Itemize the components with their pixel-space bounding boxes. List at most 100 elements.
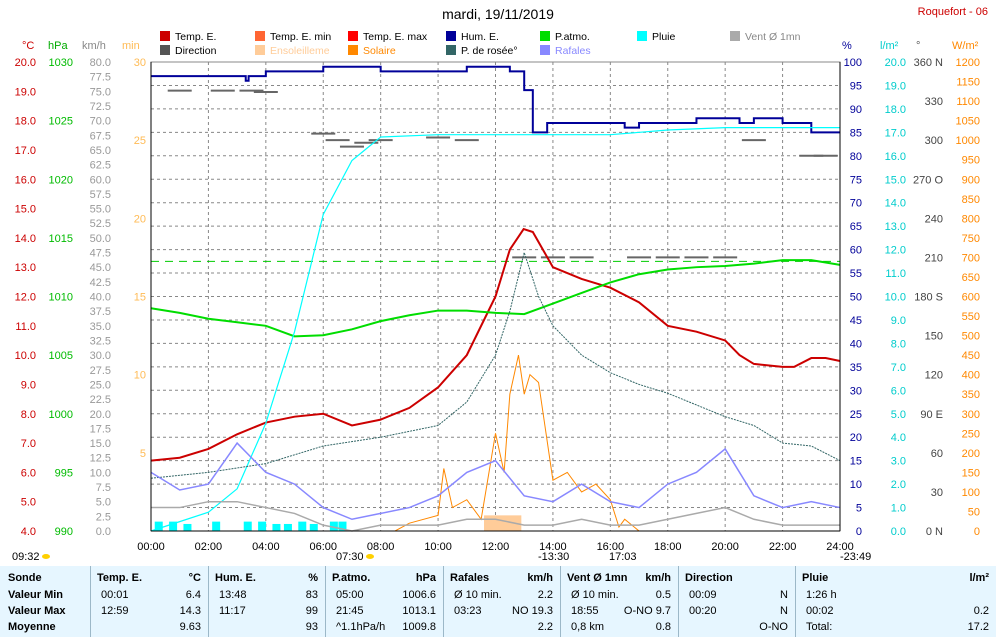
temp-tick: 19.0 (15, 86, 36, 98)
rain-tick: 6.0 (891, 385, 906, 397)
stats-section: Rafales km/h Ø 10 min. 2.2 03:23 NO 19.3 2.2 (443, 566, 561, 637)
rain-tick: 7.0 (891, 362, 906, 374)
dir-tick: 180 S (914, 292, 943, 304)
sun-tick: 10 (134, 370, 146, 382)
x-tick: 22:00 (769, 541, 797, 553)
legend-label: Hum. E. (461, 31, 499, 43)
stats-cell: 00:01 (101, 589, 129, 601)
legend-swatch (160, 45, 170, 55)
wind-tick: 37.5 (90, 306, 111, 318)
solar-tick: 500 (962, 331, 980, 343)
rain-bar (258, 521, 267, 531)
hum-tick: 55 (850, 268, 862, 280)
legend-item: P. de rosée° (446, 45, 518, 57)
legend-label: Direction (175, 45, 217, 57)
solar-tick: 350 (962, 389, 980, 401)
solar-tick: 850 (962, 194, 980, 206)
rain-tick: 4.0 (891, 432, 906, 444)
dir-tick: 360 N (914, 57, 943, 69)
stats-cell: km/h (645, 572, 671, 584)
wind-tick: 30.0 (90, 350, 111, 362)
stats-cell: 1:26 h (806, 589, 837, 601)
time-mark-left: 09:32 (12, 551, 50, 563)
rain-tick: 0.0 (891, 526, 906, 538)
hum-tick: 40 (850, 338, 862, 350)
stats-cell: % (308, 572, 318, 584)
series-hum-e- (151, 65, 840, 134)
unit-temp: °C (22, 40, 35, 52)
legend-label: Temp. E. (175, 31, 217, 43)
legend-item: Direction (160, 45, 216, 57)
wind-tick: 0.0 (96, 526, 111, 538)
x-tick: 02:00 (195, 541, 223, 553)
stats-cell: Ø 10 min. (454, 589, 502, 601)
stats-cell: 9.63 (179, 621, 201, 633)
temp-tick: 8.0 (21, 409, 36, 421)
sun-tick: 5 (140, 448, 146, 460)
sun-tick: 25 (134, 135, 146, 147)
stats-cell: Pluie (802, 572, 829, 584)
legend-swatch (446, 31, 456, 41)
stats-cell: 11:17 (219, 605, 246, 617)
row-label-sonde: Sonde (8, 572, 42, 584)
series-rafales (150, 441, 841, 521)
hum-tick: 35 (850, 362, 862, 374)
solar-tick: 750 (962, 233, 980, 245)
rain-tick: 19.0 (885, 80, 906, 92)
stats-cell: 05:00 (336, 589, 364, 601)
wind-tick: 27.5 (90, 365, 111, 377)
rain-tick: 8.0 (891, 338, 906, 350)
legend-item: Vent Ø 1mn (730, 31, 800, 43)
wind-tick: 52.5 (90, 218, 111, 230)
legend-label: Solaire (363, 45, 396, 57)
unit-wind: km/h (82, 40, 106, 52)
stats-cell: Temp. E. (97, 572, 143, 584)
solar-tick: 1000 (956, 135, 980, 147)
wind-tick: 75.0 (90, 86, 111, 98)
hum-tick: 95 (850, 80, 862, 92)
dir-tick: 90 E (920, 409, 943, 421)
wind-tick: 65.0 (90, 145, 111, 157)
time-mark-noon: -13:30 (538, 551, 570, 563)
hum-tick: 85 (850, 127, 862, 139)
stats-cell: 99 (305, 605, 318, 617)
press-tick: 1030 (49, 57, 73, 69)
legend-item: Solaire (348, 45, 396, 57)
rain-tick: 2.0 (891, 479, 906, 491)
legend-swatch (255, 45, 265, 55)
x-tick: 04:00 (252, 541, 280, 553)
chart-title: mardi, 19/11/2019 (442, 6, 554, 22)
x-tick: 24:00 (826, 541, 854, 553)
temp-tick: 13.0 (15, 262, 36, 274)
legend-item: Temp. E. max (348, 31, 427, 43)
wind-tick: 2.5 (96, 511, 111, 523)
solar-tick: 400 (962, 370, 980, 382)
legend-swatch (730, 31, 740, 41)
rain-bar (329, 521, 338, 531)
wind-tick: 45.0 (90, 262, 111, 274)
stats-cell: 00:20 (689, 605, 717, 617)
legend-swatch (637, 31, 647, 41)
temp-tick: 9.0 (21, 379, 36, 391)
temp-tick: 5.0 (21, 497, 36, 509)
stats-section: Temp. E. °C 00:01 6.4 12:59 14.3 9.63 (90, 566, 209, 637)
hum-tick: 10 (850, 479, 862, 491)
dir-tick: 240 (925, 213, 943, 225)
stats-cell: 18:55 (571, 605, 599, 617)
stats-cell: 83 (305, 589, 318, 601)
rain-tick: 1.0 (891, 503, 906, 515)
solar-tick: 450 (962, 350, 980, 362)
wind-tick: 50.0 (90, 233, 111, 245)
dir-tick: 210 (925, 252, 943, 264)
legend-item: Pluie (637, 31, 675, 43)
temp-tick: 4.0 (21, 526, 36, 538)
x-tick: 20:00 (711, 541, 739, 553)
x-tick: 16:00 (597, 541, 625, 553)
wind-tick: 42.5 (90, 277, 111, 289)
stats-section: Vent Ø 1mn km/h Ø 10 min. 0.5 18:55 O-NO 9.7 0… (560, 566, 679, 637)
hum-tick: 15 (850, 456, 862, 468)
solar-tick: 800 (962, 213, 980, 225)
legend-swatch (160, 31, 170, 41)
temp-tick: 20.0 (15, 57, 36, 69)
row-label-min: Valeur Min (8, 589, 64, 601)
